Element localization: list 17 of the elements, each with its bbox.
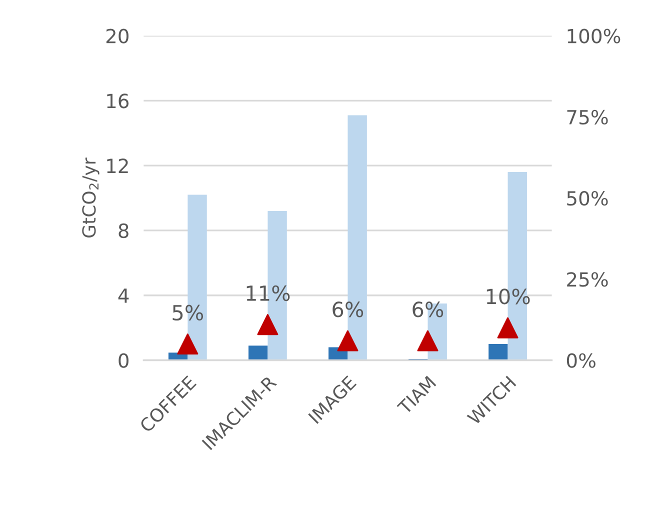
y2-tick-label: 0% [566,353,596,368]
data-label: 6% [332,302,364,318]
y-tick-label: 8 [118,223,128,238]
y-tick-label: 12 [107,158,128,173]
y-tick-label: 0 [118,353,128,368]
y2-tick-label: 75% [567,110,608,125]
y-tick-label: 20 [106,28,128,44]
y2-tick-label: 25% [567,272,608,287]
data-label: 6% [412,302,444,318]
data-label: 10% [486,288,530,304]
y-axis-title: GtCO$_{2}$/yr [82,158,100,238]
y-tick-label: 4 [118,288,129,303]
y-tick-label: 16 [107,94,129,108]
y2-tick-label: 50% [567,190,608,206]
data-label: 5% [172,304,204,321]
data-label: 11% [246,285,290,302]
y2-tick-label: 100% [568,28,620,44]
